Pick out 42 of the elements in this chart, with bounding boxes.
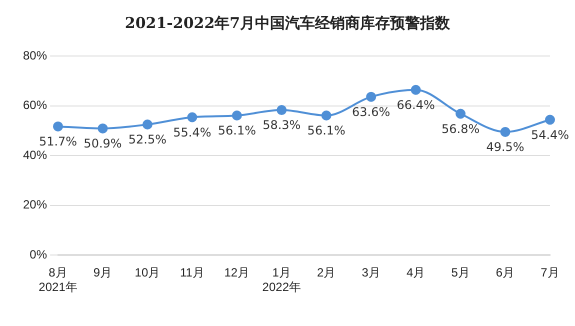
x-tick-label: 12月 [224, 266, 250, 280]
point [545, 114, 555, 125]
x-tick-label: 8月 2021年 [38, 266, 78, 294]
x-tick-label: 11月 [180, 266, 204, 280]
x-tick-label: 7月 [540, 266, 560, 280]
data-label: 55.4% [173, 125, 212, 140]
data-label: 56.1% [307, 124, 346, 138]
point [366, 92, 376, 102]
y-tick-label: 20% [22, 198, 48, 212]
x-tick-label: 3月 [362, 266, 380, 280]
data-label: 66.4% [396, 98, 435, 112]
point [98, 123, 108, 134]
data-label: 56.8% [441, 122, 480, 136]
x-tick-label: 10月 [134, 266, 160, 280]
point [53, 121, 64, 132]
data-label: 58.3% [262, 118, 301, 132]
chart-title: 2021-2022年7月中国汽车经销商库存预警指数 [124, 14, 452, 34]
point [142, 119, 152, 130]
x-tick-label: 2月 [317, 266, 336, 280]
data-label: 50.9% [84, 136, 122, 151]
data-label: 52.5% [128, 132, 167, 147]
x-tick-label: 4月 [406, 266, 426, 280]
point [187, 112, 198, 122]
y-tick-label: 80% [22, 48, 48, 62]
point [410, 84, 421, 95]
x-tick-label: 9月 [93, 266, 112, 280]
data-label: 49.5% [486, 140, 524, 154]
data-label: 54.4% [530, 128, 570, 142]
point [321, 110, 332, 121]
x-tick-label: 5月 [451, 266, 470, 280]
point [500, 126, 510, 137]
y-tick-label: 0% [30, 248, 48, 262]
data-label: 51.7% [38, 134, 78, 149]
x-tick-label: 1月 2022年 [262, 266, 301, 294]
point [232, 110, 242, 121]
y-tick-label: 40% [22, 148, 48, 162]
y-tick-label: 60% [22, 98, 48, 112]
data-label: 56.1% [218, 124, 256, 138]
x-tick-label: 6月 [496, 266, 515, 280]
point [456, 108, 466, 119]
data-label: 63.6% [352, 104, 390, 119]
point [276, 105, 287, 116]
